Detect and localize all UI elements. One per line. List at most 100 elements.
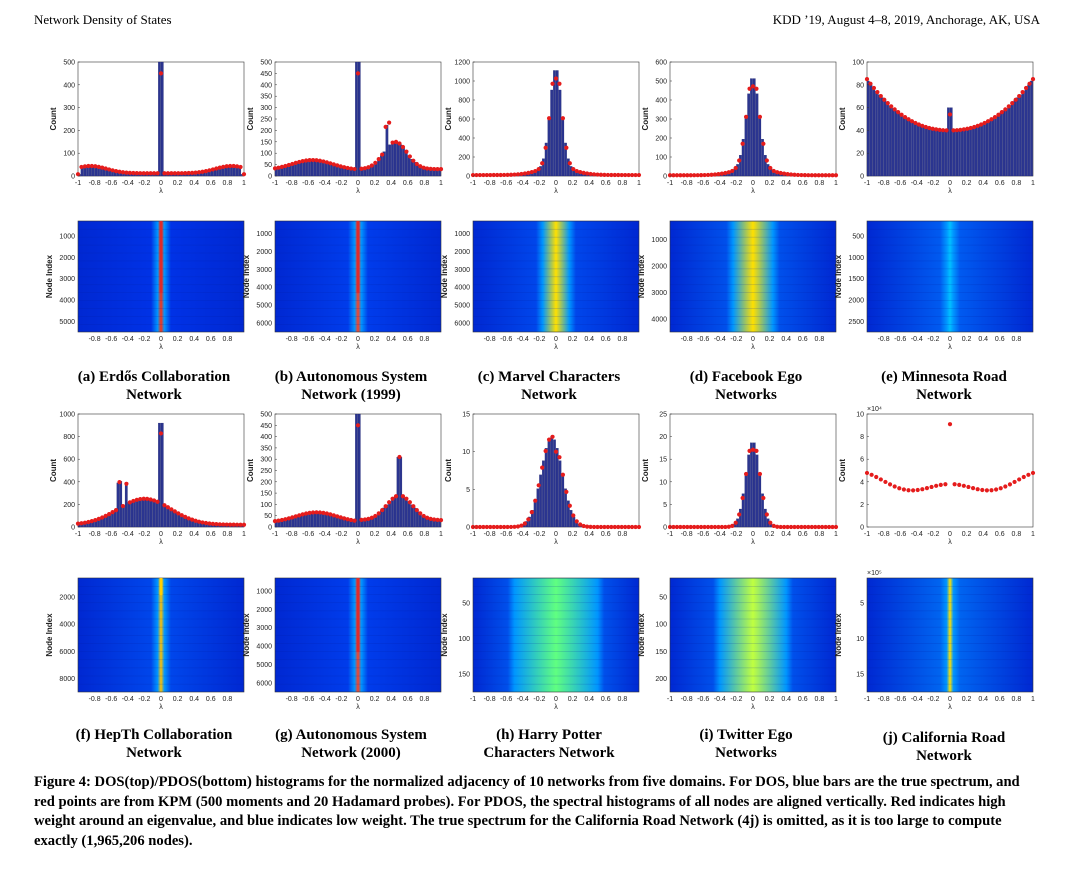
kpm-point [788, 172, 794, 177]
xtick-label: -0.2 [335, 336, 347, 343]
kpm-point [626, 172, 631, 178]
kpm-point [131, 498, 136, 504]
bar [1010, 103, 1014, 177]
kpm-point [778, 170, 783, 176]
xtick-label: -0.2 [335, 696, 347, 703]
bar [553, 70, 556, 177]
kpm-point [272, 166, 278, 171]
kpm-point [733, 520, 738, 525]
kpm-point [823, 524, 828, 530]
bar [555, 70, 559, 177]
kpm-point [726, 524, 731, 529]
ytick-label: 0 [663, 174, 667, 181]
xtick-label: 0.2 [173, 531, 183, 538]
ytick-label: 10 [659, 479, 667, 486]
kpm-point [757, 114, 763, 119]
bar [155, 501, 159, 528]
kpm-point [952, 482, 957, 487]
ytick-label: 200 [458, 155, 470, 162]
xtick-label: -0.4 [517, 531, 529, 538]
kpm-point [929, 484, 934, 490]
kpm-point [488, 524, 493, 530]
kpm-point [878, 93, 883, 99]
y-axis-label: Node Index [834, 613, 843, 657]
kpm-point [712, 172, 718, 177]
kpm-point [335, 163, 340, 168]
xtick-label: 0.6 [206, 696, 216, 703]
xtick-label: -1 [470, 696, 476, 703]
kpm-point [980, 487, 985, 493]
bar [564, 488, 567, 528]
kpm-point [609, 524, 614, 530]
ytick-label: 2000 [59, 595, 75, 602]
xtick-label: 1 [1031, 531, 1035, 538]
kpm-point [328, 512, 333, 517]
ytick-label: 60 [856, 105, 864, 112]
kpm-point [502, 524, 507, 530]
kpm-point [543, 448, 548, 454]
heatmap-row [670, 308, 836, 309]
kpm-point [477, 524, 483, 530]
subcaption-f: (f) HepTh Collaboration Network [75, 727, 233, 761]
kpm-point [833, 524, 839, 530]
kpm-point [317, 510, 323, 515]
kpm-point [820, 524, 825, 530]
xtick-label: 1 [834, 531, 838, 538]
kpm-point [795, 172, 801, 178]
kpm-point [234, 522, 240, 527]
kpm-point [1027, 81, 1032, 86]
y-axis-label: Node Index [242, 254, 251, 298]
kpm-point [200, 169, 205, 174]
kpm-point [86, 519, 91, 525]
ytick-label: 6000 [59, 649, 75, 656]
y-scale-label: ×10⁴ [867, 406, 882, 413]
bar [758, 116, 762, 177]
kpm-point [369, 163, 374, 168]
x-axis-label: λ [751, 344, 755, 351]
bar [310, 159, 314, 177]
ytick-label: 8000 [59, 676, 75, 683]
kpm-point [428, 166, 433, 171]
kpm-point [984, 488, 989, 493]
kpm-point [484, 172, 489, 178]
xtick-label: -0.2 [730, 531, 742, 538]
bar [547, 439, 551, 528]
kpm-point [553, 76, 559, 81]
xtick-label: 0.8 [1012, 696, 1022, 703]
kpm-point [571, 513, 576, 518]
heatmap-row [473, 626, 639, 628]
kpm-point [331, 162, 336, 167]
heatmap-field [77, 577, 245, 693]
ytick-label: 2000 [651, 263, 667, 270]
kpm-point [716, 172, 721, 177]
kpm-point [809, 524, 814, 530]
kpm-point [431, 166, 437, 172]
kpm-point [397, 141, 402, 146]
heatmap-row [867, 308, 1033, 309]
xtick-label: -1 [75, 180, 81, 187]
kpm-point [179, 171, 184, 176]
kpm-point [889, 104, 894, 109]
kpm-point [629, 524, 635, 530]
kpm-point [120, 170, 126, 175]
xtick-label: -1 [667, 180, 673, 187]
kpm-point [279, 517, 285, 523]
kpm-point [972, 124, 977, 130]
xtick-label: -0.2 [730, 180, 742, 187]
bar [927, 127, 931, 177]
kpm-point [127, 170, 132, 175]
kpm-point [411, 158, 416, 163]
bar [542, 158, 545, 177]
eigen-ridge [159, 578, 163, 596]
xtick-label: 0.6 [403, 336, 413, 343]
ytick-label: 20 [856, 151, 864, 158]
kpm-point [304, 511, 309, 516]
kpm-point [878, 477, 883, 482]
bar [305, 160, 308, 177]
bar [138, 498, 142, 528]
xtick-label: 0.2 [370, 180, 380, 187]
xtick-label: -0.6 [105, 180, 117, 187]
xtick-label: -1 [864, 696, 870, 703]
kpm-point [393, 494, 399, 499]
